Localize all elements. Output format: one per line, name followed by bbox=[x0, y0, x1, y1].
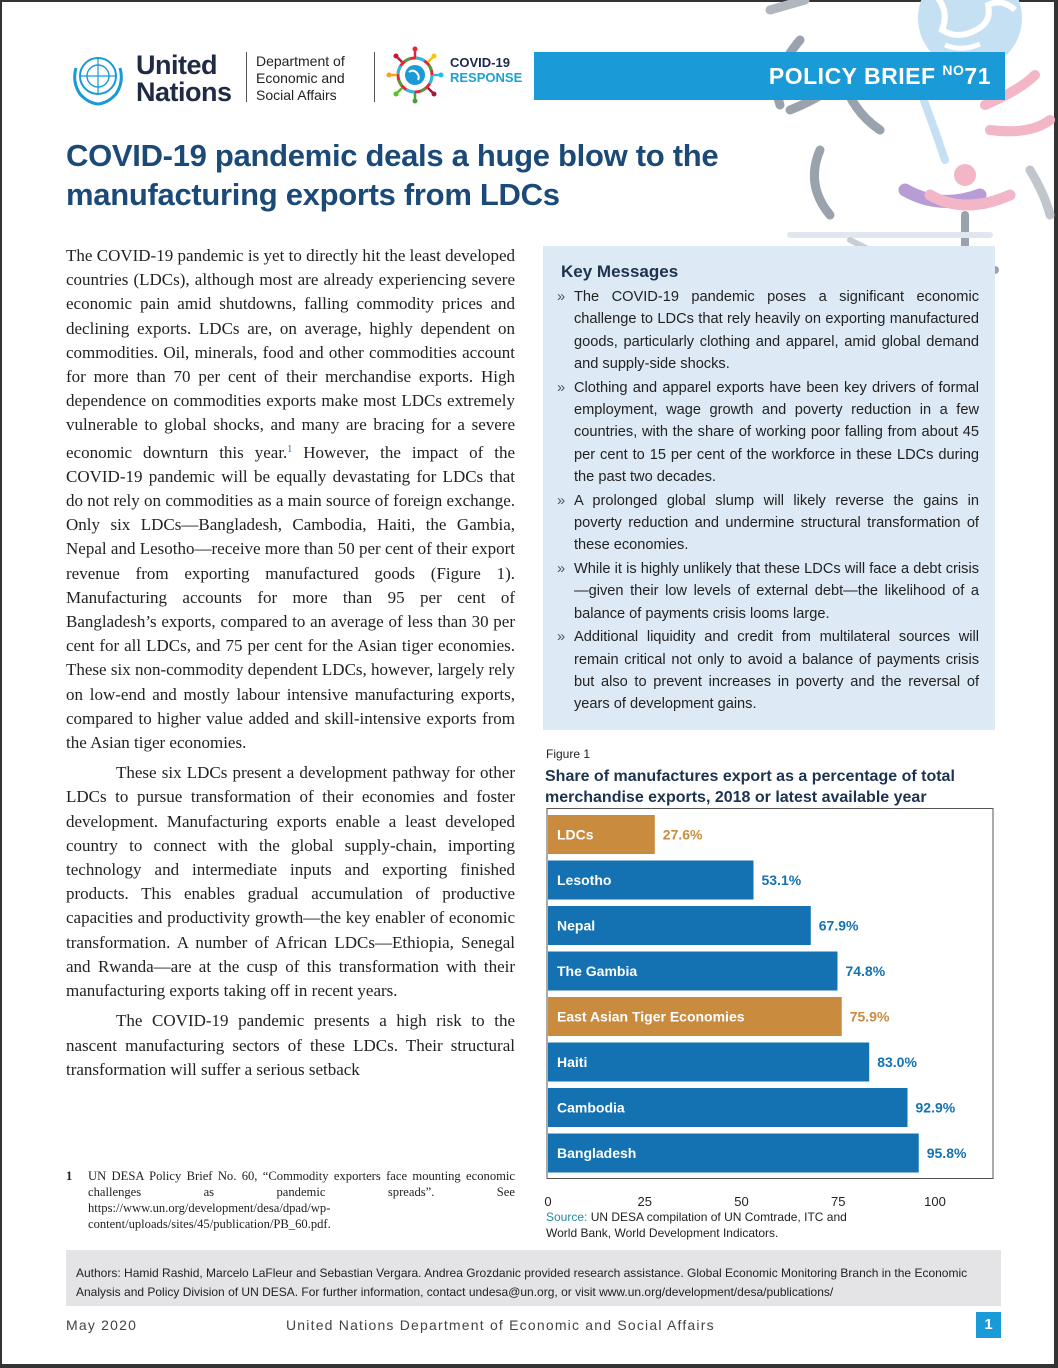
figure-source-label: Source: bbox=[546, 1210, 588, 1224]
chart-bar-category-label: Bangladesh bbox=[557, 1145, 636, 1161]
chart-bar bbox=[548, 951, 838, 991]
chart-bar bbox=[548, 815, 655, 854]
figure-title: Share of manufactures export as a percen… bbox=[545, 768, 955, 806]
authors-band: Authors: Hamid Rashid, Marcelo LaFleur a… bbox=[66, 1250, 1001, 1306]
body-paragraph-1-part-b: However, the impact of the COVID-19 pand… bbox=[66, 442, 515, 753]
chart-bar-category-label: Nepal bbox=[557, 918, 595, 934]
policy-brief-no: NO bbox=[942, 62, 965, 78]
un-wordmark-line2: Nations bbox=[136, 77, 232, 107]
chart-bar bbox=[548, 1133, 919, 1173]
desa-line3: Social Affairs bbox=[256, 87, 337, 103]
chart-plot-frame bbox=[546, 808, 994, 1179]
body-paragraph-1: The COVID-19 pandemic is yet to directly… bbox=[66, 244, 515, 755]
chart-bar bbox=[548, 906, 811, 945]
page-title-line1: COVID-19 pandemic deals a huge blow to t… bbox=[66, 138, 719, 173]
chart-x-tick-label: 100 bbox=[924, 1194, 946, 1209]
covid-response-wordmark: COVID-19 RESPONSE bbox=[450, 55, 522, 85]
key-message-item: » The COVID-19 pandemic poses a significa… bbox=[557, 286, 979, 376]
page-title-line2: manufacturing exports from LDCs bbox=[66, 177, 560, 212]
page-number: 1 bbox=[976, 1312, 1001, 1338]
un-wordmark-line1: United bbox=[136, 50, 217, 80]
policy-brief-banner: POLICY BRIEF NO71 bbox=[534, 52, 1005, 100]
chart-x-tick-label: 0 bbox=[544, 1194, 551, 1209]
un-emblem-icon bbox=[73, 57, 123, 106]
figure-label: Figure 1 bbox=[546, 747, 591, 761]
covid-line2: RESPONSE bbox=[450, 70, 523, 85]
chart-data-label: 75.9% bbox=[850, 1009, 890, 1025]
chart-data-label: 67.9% bbox=[819, 918, 859, 934]
chart-data-label: 83.0% bbox=[877, 1054, 917, 1070]
body-text: The COVID-19 pandemic is yet to directly… bbox=[66, 244, 515, 1082]
footer-date: May 2020 bbox=[66, 1317, 138, 1333]
chart-data-label: 74.8% bbox=[845, 963, 885, 979]
key-message-item: » A prolonged global slump will likely re… bbox=[557, 490, 979, 557]
chart-x-tick-label: 50 bbox=[734, 1194, 748, 1209]
chart-bar bbox=[548, 1088, 908, 1127]
body-paragraph-2: These six LDCs present a development pat… bbox=[66, 763, 515, 1001]
page-title: COVID-19 pandemic deals a huge blow to t… bbox=[66, 136, 766, 214]
un-wordmark: United Nations bbox=[136, 52, 232, 106]
key-message-item: » Additional liquidity and credit from mu… bbox=[557, 626, 979, 716]
header-divider bbox=[374, 52, 375, 102]
policy-brief-text: POLICY BRIEF bbox=[768, 63, 936, 89]
chart-data-label: 53.1% bbox=[761, 872, 801, 888]
policy-brief-label: POLICY BRIEF NO71 bbox=[769, 62, 991, 90]
key-message-item: » Clothing and apparel exports have been … bbox=[557, 377, 979, 489]
chart-bar bbox=[548, 860, 754, 900]
key-message-item: » While it is highly unlikely that these … bbox=[557, 558, 979, 625]
covid-response-virus-icon bbox=[386, 46, 444, 104]
authors-text: Authors: Hamid Rashid, Marcelo LaFleur a… bbox=[76, 1266, 968, 1299]
key-messages-box: Key Messages » The COVID-19 pandemic pose… bbox=[543, 246, 995, 730]
figure-source: Source: UN DESA compilation of UN Comtra… bbox=[546, 1210, 876, 1241]
bullet-icon: » bbox=[557, 289, 566, 305]
policy-brief-number: 71 bbox=[964, 63, 991, 89]
chart-data-label: 92.9% bbox=[916, 1100, 956, 1116]
key-message-text: The COVID-19 pandemic poses a significan… bbox=[574, 289, 979, 373]
bullet-icon: » bbox=[557, 492, 566, 509]
desa-line2: Economic and bbox=[256, 70, 345, 86]
body-paragraph-3: The COVID-19 pandemic presents a high ri… bbox=[66, 1011, 515, 1079]
desa-name: Department of Economic and Social Affair… bbox=[256, 53, 345, 104]
footnote-reference[interactable]: 1 bbox=[287, 443, 293, 455]
chart-bar-category-label: East Asian Tiger Economies bbox=[557, 1009, 745, 1025]
key-message-text: Clothing and apparel exports have been k… bbox=[574, 379, 979, 486]
body-paragraph-1-part-a: The COVID-19 pandemic is yet to directly… bbox=[66, 246, 515, 462]
chart-x-tick-label: 75 bbox=[831, 1194, 845, 1209]
key-messages-list: » The COVID-19 pandemic poses a significa… bbox=[557, 286, 979, 717]
chart-bar bbox=[548, 997, 842, 1036]
decorative-people-globe-graphic bbox=[765, 0, 1055, 274]
bullet-icon: » bbox=[557, 379, 566, 396]
footnote-text: UN DESA Policy Brief No. 60, “Commodity … bbox=[88, 1169, 515, 1231]
chart-bar-category-label: Haiti bbox=[557, 1054, 587, 1070]
covid-line1: COVID-19 bbox=[450, 55, 510, 70]
chart-x-tick-label: 25 bbox=[638, 1194, 652, 1209]
chart-bar bbox=[548, 1042, 870, 1082]
key-message-text: Additional liquidity and credit from mul… bbox=[574, 629, 979, 713]
key-message-text: While it is highly unlikely that these L… bbox=[574, 560, 979, 622]
header-divider bbox=[246, 52, 247, 102]
key-messages-title: Key Messages bbox=[561, 262, 679, 281]
chart-bar-category-label: LDCs bbox=[557, 827, 594, 843]
chart-bar-category-label: The Gambia bbox=[557, 963, 637, 979]
chart-bar-category-label: Lesotho bbox=[557, 872, 611, 888]
chart-data-label: 95.8% bbox=[927, 1145, 967, 1161]
chart-bar-category-label: Cambodia bbox=[557, 1100, 625, 1116]
key-message-text: A prolonged global slump will likely rev… bbox=[574, 492, 979, 554]
desa-line1: Department of bbox=[256, 53, 345, 69]
figure-source-text: UN DESA compilation of UN Comtrade, ITC … bbox=[546, 1210, 847, 1240]
manufactures-export-bar-chart: LDCs 27.6% Lesotho 53.1% Nepal 67.9% The Gambi… bbox=[544, 808, 994, 1209]
footnote: 1 UN DESA Policy Brief No. 60, “Commodit… bbox=[66, 1168, 515, 1232]
footnote-number: 1 bbox=[66, 1169, 73, 1183]
bullet-icon: » bbox=[557, 629, 566, 646]
bullet-icon: » bbox=[557, 560, 566, 577]
footer-organization: United Nations Department of Economic an… bbox=[286, 1317, 715, 1333]
chart-data-label: 27.6% bbox=[663, 827, 703, 843]
